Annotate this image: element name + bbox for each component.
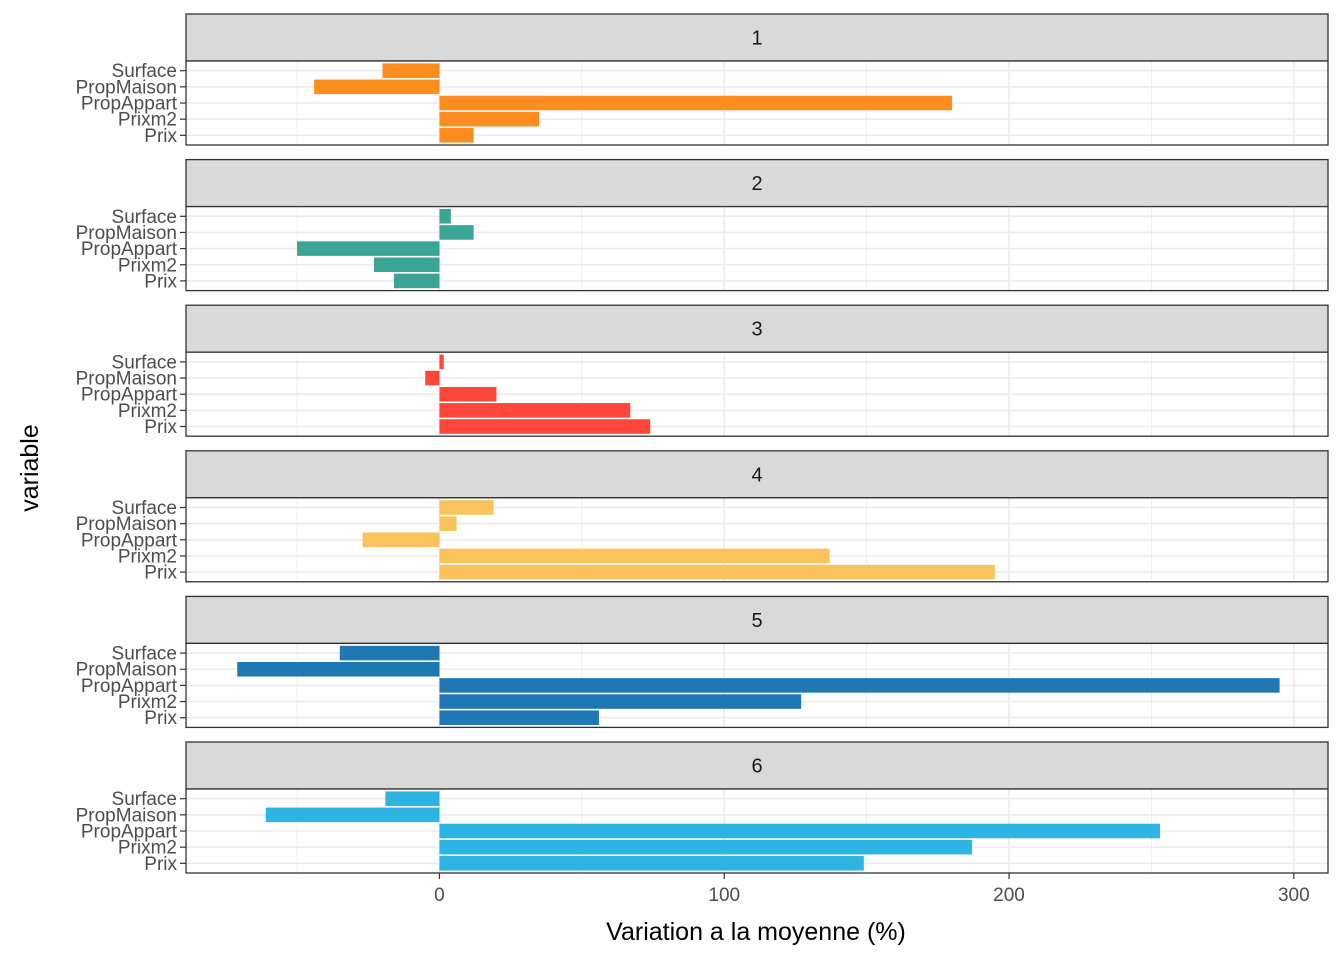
y-tick-label: PropAppart <box>81 822 178 843</box>
y-tick-label: PropMaison <box>76 514 177 535</box>
x-axis-title: Variation a la moyenne (%) <box>606 918 906 946</box>
facet-strip-label: 6 <box>751 756 762 778</box>
bar-prix <box>439 856 864 871</box>
bar-surface <box>385 791 440 806</box>
y-tick-label: PropMaison <box>76 660 177 681</box>
y-tick-label: Surface <box>112 789 177 810</box>
y-tick-label: Surface <box>112 207 177 228</box>
bar-propappart <box>297 241 440 256</box>
bar-prixm2 <box>439 548 830 564</box>
y-tick-label: Prix <box>144 563 177 584</box>
y-axis-title: variable <box>16 424 44 512</box>
bar-propmaison <box>237 661 440 677</box>
bar-propappart <box>362 532 440 548</box>
facet-strip <box>185 595 1329 645</box>
bar-surface <box>439 209 451 224</box>
bar-prix <box>393 273 440 289</box>
facet-strip <box>185 13 1329 62</box>
y-tick-label: Surface <box>112 61 177 82</box>
y-tick-label: Prixm2 <box>118 838 177 859</box>
y-tick-label: Prixm2 <box>118 401 177 422</box>
panel-border <box>185 497 1329 583</box>
bar-propappart <box>439 678 1280 693</box>
x-tick-label: 200 <box>993 885 1025 906</box>
panel-border <box>185 60 1329 146</box>
panel-border <box>185 205 1329 292</box>
y-tick-label: Prix <box>144 126 177 147</box>
bar-surface <box>382 63 440 78</box>
facet-strip-label: 3 <box>751 319 762 341</box>
facet-strip <box>185 304 1329 353</box>
y-tick-label: PropAppart <box>81 385 178 406</box>
bar-propappart <box>439 386 497 402</box>
y-tick-label: Prixm2 <box>118 546 177 567</box>
y-tick-label: PropMaison <box>76 223 177 244</box>
bar-surface <box>439 354 444 370</box>
y-tick-label: Prix <box>144 854 177 875</box>
panel-border <box>185 642 1329 729</box>
y-tick-label: PropMaison <box>76 805 177 826</box>
bar-propmaison <box>314 79 440 95</box>
facet-strip <box>185 158 1329 208</box>
y-tick-label: Prix <box>144 271 177 292</box>
bar-propmaison <box>425 370 440 386</box>
y-tick-label: Surface <box>112 352 177 373</box>
y-tick-label: PropMaison <box>76 369 177 390</box>
bar-propappart <box>439 95 953 111</box>
bar-surface <box>339 645 440 661</box>
bar-prixm2 <box>373 257 440 273</box>
bar-prixm2 <box>439 111 540 127</box>
facet-strip-label: 2 <box>751 173 762 195</box>
bar-propmaison <box>439 225 474 240</box>
y-tick-label: Prixm2 <box>118 110 177 131</box>
panels-layer: 1SurfacePropMaisonPropAppartPrixm2Prix2S… <box>76 13 1329 875</box>
panel-border <box>185 351 1329 437</box>
bar-prixm2 <box>439 403 631 418</box>
bar-prix <box>439 128 474 143</box>
x-tick-label: 0 <box>434 885 445 906</box>
facet-strip-label: 4 <box>751 464 762 486</box>
bar-propmaison <box>439 516 457 531</box>
x-tick-label: 300 <box>1278 885 1310 906</box>
y-tick-label: Prixm2 <box>118 255 177 276</box>
panel-border <box>185 788 1329 874</box>
bar-prixm2 <box>439 839 973 855</box>
x-tick-label: 100 <box>708 885 740 906</box>
y-tick-label: PropAppart <box>81 530 178 551</box>
facet-strip-label: 5 <box>751 610 762 632</box>
facet-strip <box>185 450 1329 499</box>
y-tick-label: Prixm2 <box>118 692 177 713</box>
bar-surface <box>439 500 494 515</box>
x-axis: 0 100 200 300 <box>434 873 1310 906</box>
bar-propmaison <box>265 807 440 823</box>
y-tick-label: Prix <box>144 708 177 729</box>
bar-prixm2 <box>439 694 802 709</box>
y-tick-label: PropAppart <box>81 676 178 697</box>
y-tick-label: PropAppart <box>81 94 178 115</box>
bar-prix <box>439 710 599 725</box>
facet-strip-label: 1 <box>751 28 762 50</box>
bar-prix <box>439 564 995 580</box>
y-tick-label: Prix <box>144 417 177 438</box>
y-tick-label: PropAppart <box>81 239 178 260</box>
y-tick-label: Surface <box>112 644 177 665</box>
bar-prix <box>439 419 651 434</box>
y-tick-label: Surface <box>112 498 177 519</box>
bar-propappart <box>439 823 1160 839</box>
y-tick-label: PropMaison <box>76 77 177 98</box>
